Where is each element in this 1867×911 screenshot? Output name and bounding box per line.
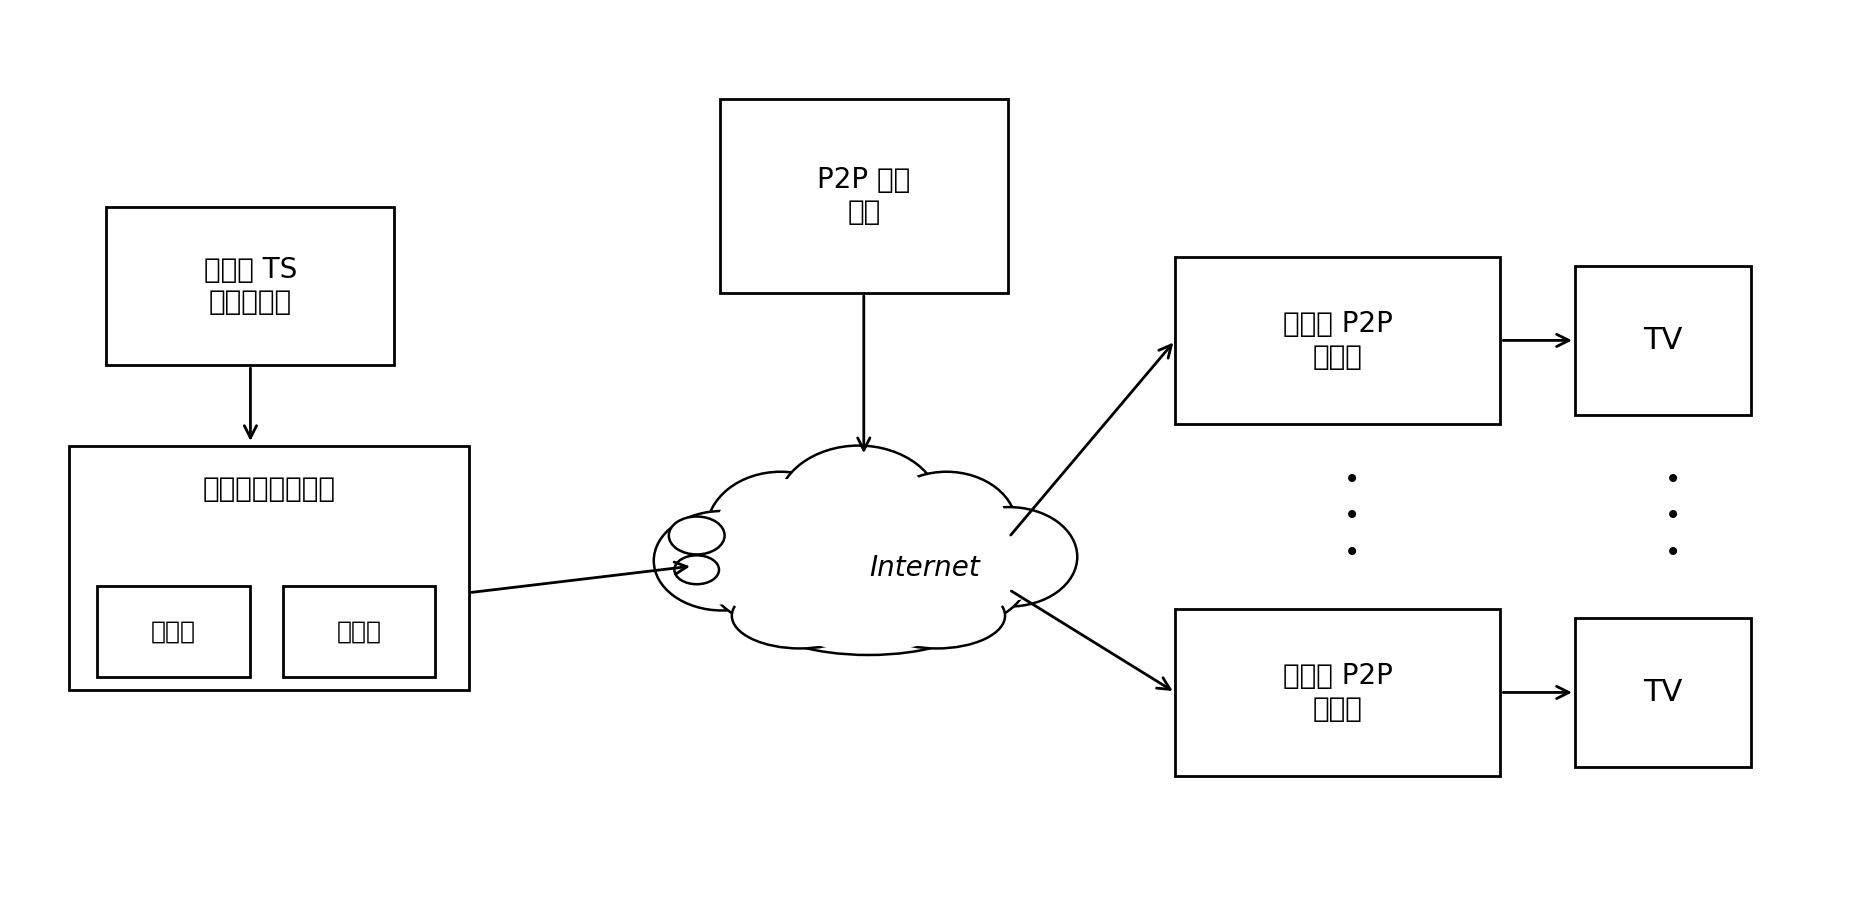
Text: •: • — [1344, 466, 1359, 495]
Text: TV: TV — [1643, 678, 1682, 707]
Text: 连续的 TS
流节目文件: 连续的 TS 流节目文件 — [204, 256, 297, 316]
Ellipse shape — [751, 505, 986, 635]
Ellipse shape — [668, 517, 724, 555]
Ellipse shape — [941, 507, 1077, 607]
Text: Internet: Internet — [868, 554, 980, 582]
Ellipse shape — [786, 453, 932, 564]
Text: •: • — [1665, 466, 1682, 495]
Bar — [97, 587, 250, 677]
Text: 量子包: 量子包 — [151, 619, 196, 643]
Bar — [106, 208, 394, 365]
Bar — [1574, 266, 1751, 415]
Ellipse shape — [777, 445, 941, 571]
Text: •: • — [1344, 503, 1359, 530]
Ellipse shape — [885, 478, 1008, 575]
Ellipse shape — [719, 530, 863, 622]
Text: P2P 管理
系统: P2P 管理 系统 — [818, 166, 911, 226]
Text: •: • — [1344, 538, 1359, 567]
Ellipse shape — [868, 583, 1004, 649]
Ellipse shape — [653, 511, 790, 610]
Ellipse shape — [876, 472, 1018, 582]
Ellipse shape — [765, 512, 971, 628]
Bar — [721, 99, 1008, 293]
Ellipse shape — [874, 530, 1019, 622]
Ellipse shape — [775, 586, 963, 650]
Text: 量子包: 量子包 — [336, 619, 381, 643]
Bar — [1174, 609, 1501, 776]
Ellipse shape — [708, 524, 872, 629]
Bar — [1574, 618, 1751, 767]
Ellipse shape — [739, 587, 861, 644]
Text: •: • — [1665, 538, 1682, 567]
Bar — [1174, 257, 1501, 424]
Ellipse shape — [663, 517, 782, 605]
Text: •: • — [1665, 503, 1682, 530]
Bar — [284, 587, 435, 677]
Text: 嵌入式 P2P
机顶盒: 嵌入式 P2P 机顶盒 — [1283, 662, 1393, 722]
Ellipse shape — [706, 472, 855, 589]
Bar — [69, 446, 469, 691]
Text: TV: TV — [1643, 326, 1682, 355]
Ellipse shape — [864, 524, 1029, 629]
Ellipse shape — [877, 587, 997, 644]
Ellipse shape — [762, 582, 976, 655]
Text: 量子包封装服务器: 量子包封装服务器 — [202, 476, 336, 504]
Ellipse shape — [715, 479, 846, 582]
Text: 嵌入式 P2P
机顶盒: 嵌入式 P2P 机顶盒 — [1283, 311, 1393, 371]
Ellipse shape — [732, 583, 868, 649]
Ellipse shape — [948, 513, 1070, 600]
Ellipse shape — [674, 556, 719, 584]
